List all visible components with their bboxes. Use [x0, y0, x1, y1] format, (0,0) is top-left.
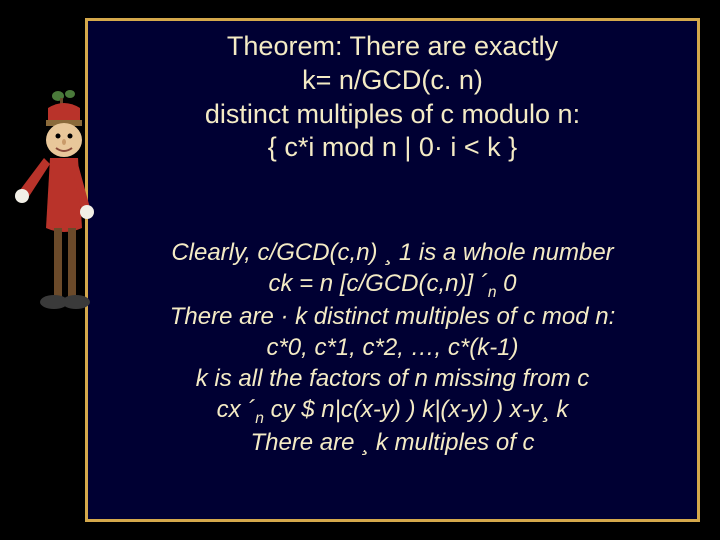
proof-line-3: There are · k distinct multiples of c mo…	[95, 302, 690, 333]
proof-line-1: Clearly, c/GCD(c,n) ¸ 1 is a whole numbe…	[95, 238, 690, 269]
proof-line-4: c*0, c*1, c*2, …, c*(k-1)	[95, 333, 690, 364]
theorem-line-3: distinct multiples of c modulo n:	[95, 98, 690, 132]
theorem-line-2: k= n/GCD(c. n)	[95, 64, 690, 98]
proof-line-6-pre: cx ´	[217, 396, 256, 423]
proof-line-5: k is all the factors of n missing from c	[95, 364, 690, 395]
mascot-character	[10, 78, 100, 338]
proof-text: Clearly, c/GCD(c,n) ¸ 1 is a whole numbe…	[95, 238, 690, 459]
proof-line-2-post: 0	[497, 270, 517, 297]
proof-line-7: There are ¸ k multiples of c	[95, 428, 690, 459]
proof-line-2: ck = n [c/GCD(c,n)] ´n 0	[95, 269, 690, 303]
proof-line-6: cx ´n cy $ n|c(x-y) ) k|(x-y) ) x-y¸ k	[95, 395, 690, 429]
theorem-text: Theorem: There are exactly k= n/GCD(c. n…	[95, 30, 690, 165]
proof-line-2-pre: ck = n [c/GCD(c,n)] ´	[268, 270, 487, 297]
proof-line-6-sub: n	[255, 409, 264, 426]
proof-line-6-mid: cy $ n|c(x-y) ) k|(x-y) ) x-y¸ k	[264, 396, 568, 423]
proof-line-2-sub: n	[488, 284, 497, 301]
theorem-line-1: Theorem: There are exactly	[95, 30, 690, 64]
theorem-line-4: { c*i mod n | 0· i < k }	[95, 131, 690, 165]
